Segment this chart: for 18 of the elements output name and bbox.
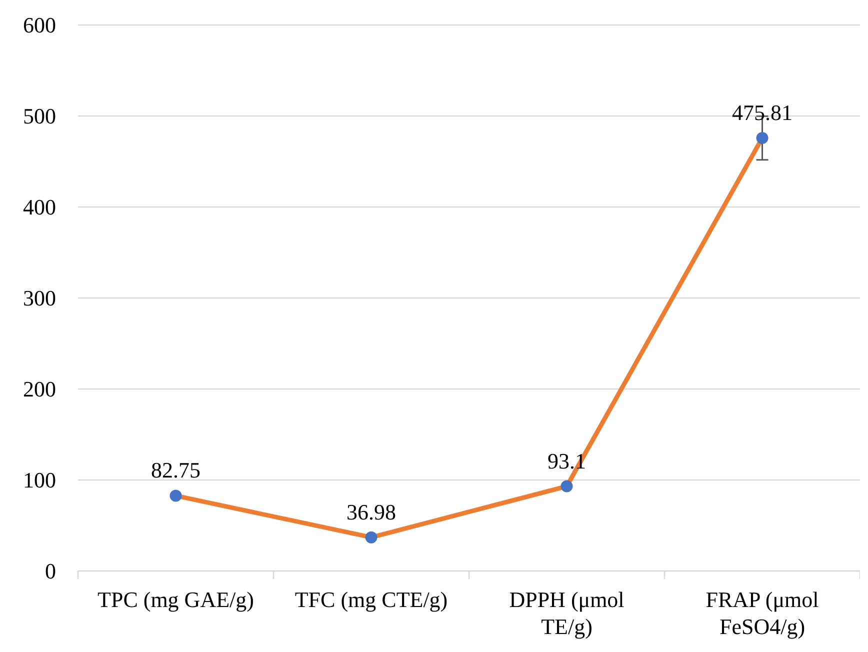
y-tick-label: 600 [23, 12, 56, 38]
x-tick-label: DPPH (μmol TE/g) [509, 587, 624, 639]
data-label: 475.81 [732, 100, 792, 126]
y-tick-label: 400 [23, 194, 56, 220]
point [560, 480, 573, 492]
y-tick-label: 0 [45, 558, 56, 584]
point [170, 490, 182, 502]
y-tick-label: 300 [23, 286, 56, 311]
data-label: 36.98 [346, 499, 396, 524]
point [756, 132, 768, 144]
y-tick-label: 500 [23, 104, 56, 129]
data-label: 82.75 [151, 458, 200, 483]
x-tick-label: FRAP (μmol FeSO4/g) [706, 587, 819, 639]
y-tick-label: 100 [23, 468, 56, 493]
point [365, 531, 378, 544]
x-tick-label: TFC (mg CTE/g) [294, 587, 448, 612]
y-tick-label: 200 [23, 376, 56, 402]
x-tick-label: TPC (mg GAE/g) [98, 587, 254, 612]
